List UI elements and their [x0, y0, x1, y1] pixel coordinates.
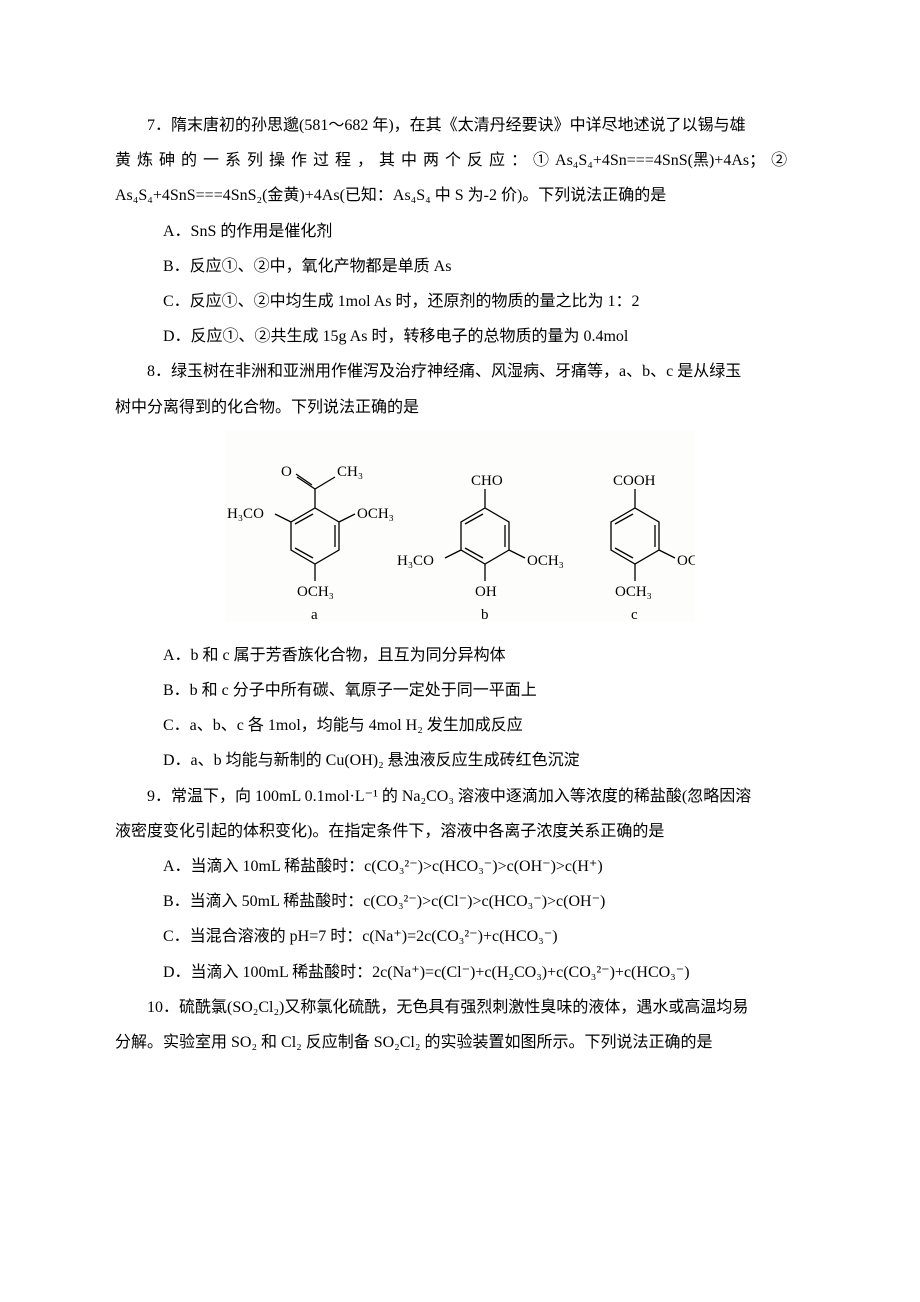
fig-b-bottom: OH: [475, 584, 497, 600]
fig-a-bottom: OCH₃: [297, 584, 334, 600]
fig-c-bottom: OCH₃: [615, 584, 652, 600]
q7-opt-a: A．SnS 的作用是催化剂: [131, 214, 805, 249]
q9-stem-line2: 液密度变化引起的体积变化)。在指定条件下，溶液中各离子浓度关系正确的是: [115, 814, 805, 849]
q10-stem-line2: 分解。实验室用 SO₂ 和 Cl₂ 反应制备 SO₂Cl₂ 的实验装置如图所示。…: [115, 1025, 805, 1060]
q8-stem-line1: 8．绿玉树在非洲和亚洲用作催泻及治疗神经痛、风湿病、牙痛等，a、b、c 是从绿玉: [115, 354, 805, 389]
q7-stem-line3: As₄S₄+4SnS===4SnS₂(金黄)+4As(已知：As₄S₄ 中 S …: [115, 178, 805, 213]
q8-opt-c: C．a、b、c 各 1mol，均能与 4mol H₂ 发生加成反应: [131, 708, 805, 743]
q8-opt-b: B．b 和 c 分子中所有碳、氧原子一定处于同一平面上: [131, 673, 805, 708]
fig-c-right: OCH₃: [677, 553, 695, 569]
q7-stem-line2: 黄炼砷的一系列操作过程，其中两个反应：①As₄S₄+4Sn===4SnS(黑)+…: [115, 143, 805, 178]
q9-opt-b: B．当滴入 50mL 稀盐酸时：c(CO₃²⁻)>c(Cl⁻)>c(HCO₃⁻)…: [131, 884, 805, 919]
q9-opt-a: A．当滴入 10mL 稀盐酸时：c(CO₃²⁻)>c(HCO₃⁻)>c(OH⁻)…: [131, 849, 805, 884]
fig-a-right: OCH₃: [357, 506, 394, 522]
fig-a-O: O: [281, 464, 292, 480]
q7-opt-b: B．反应①、②中，氧化产物都是单质 As: [131, 249, 805, 284]
fig-a-left: H₃CO: [227, 506, 264, 522]
q10-stem-line1: 10．硫酰氯(SO₂Cl₂)又称氯化硫酰，无色具有强烈刺激性臭味的液体，遇水或高…: [115, 990, 805, 1025]
fig-b-left: H₃CO: [397, 553, 434, 569]
q7-eq1: As₄S₄+4Sn===4SnS(黑)+4As: [555, 152, 749, 169]
q9-opt-d: D．当滴入 100mL 稀盐酸时：2c(Na⁺)=c(Cl⁻)+c(H₂CO₃)…: [131, 955, 805, 990]
q9-stem-line1: 9．常温下，向 100mL 0.1mol·L⁻¹ 的 Na₂CO₃ 溶液中逐滴加…: [115, 779, 805, 814]
fig-a-CH3: CH₃: [337, 464, 363, 480]
q7-stem-part2-post: ；②: [749, 152, 793, 169]
q7-opt-d: D．反应①、②共生成 15g As 时，转移电子的总物质的量为 0.4mol: [131, 319, 805, 354]
fig-c-top: COOH: [613, 473, 656, 489]
q8-opt-a: A．b 和 c 属于芳香族化合物，且互为同分异构体: [131, 638, 805, 673]
q8-stem-line2: 树中分离得到的化合物。下列说法正确的是: [115, 390, 805, 425]
q7-stem-line1: 7．隋末唐初的孙思邈(581～682 年)，在其《太清丹经要诀》中详尽地述说了以…: [115, 108, 805, 143]
q9-opt-c: C．当混合溶液的 pH=7 时：c(Na⁺)=2c(CO₃²⁻)+c(HCO₃⁻…: [131, 919, 805, 954]
fig-b-right: OCH₃: [527, 553, 564, 569]
q7-opt-c: C．反应①、②中均生成 1mol As 时，还原剂的物质的量之比为 1：2: [131, 284, 805, 319]
fig-c-label: c: [631, 607, 638, 621]
fig-b-top: CHO: [471, 473, 503, 489]
fig-a-label: a: [311, 607, 318, 621]
q7-stem-part2-pre: 黄炼砷的一系列操作过程，其中两个反应：①: [115, 152, 555, 169]
q8-opt-d: D．a、b 均能与新制的 Cu(OH)₂ 悬浊液反应生成砖红色沉淀: [131, 743, 805, 778]
fig-b-label: b: [481, 607, 489, 621]
q8-figure: O CH₃ H₃CO OCH₃ OCH₃ a: [115, 431, 805, 634]
